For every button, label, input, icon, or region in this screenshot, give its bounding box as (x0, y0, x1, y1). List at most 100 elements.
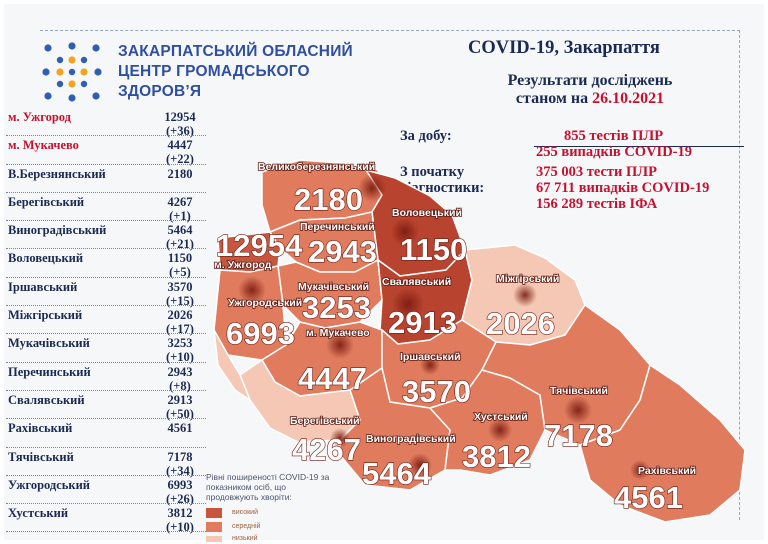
subtitle-prefix: станом на (515, 90, 589, 107)
legend-swatch-medium (206, 522, 222, 532)
region-value: 4447 (298, 361, 367, 396)
district-name: м. Мукачево (8, 138, 79, 153)
subtitle-line-1: Результати досліджень (507, 72, 673, 89)
district-values: 2943 (+8) (160, 365, 200, 393)
divider-right (739, 30, 740, 520)
district-list: м. Ужгород 12954 (+36) м. Мукачево 4447 (+22)… (6, 108, 206, 534)
legend-swatch-high (206, 508, 222, 518)
total-ifa: 156 289 тестів ІФА (536, 196, 658, 212)
district-name: Хустський (8, 506, 69, 521)
daily-tests: 855 тестів ПЛР (564, 128, 664, 144)
district-name: Воловецький (8, 251, 84, 266)
district-total: 5464 (167, 223, 193, 238)
region-label: м. Мукачево (306, 327, 370, 339)
region-label: Іршавський (400, 351, 461, 363)
district-row: Міжгірський 2026 (+17) (6, 306, 206, 337)
region-value: 3570 (402, 374, 471, 409)
row-divider (6, 135, 206, 137)
district-row: Берегівський 4267 (+1) (6, 193, 206, 223)
district-delta: (+17) (166, 322, 194, 337)
district-name: Перечинський (8, 364, 91, 379)
district-values: 3570 (+15) (160, 280, 200, 308)
district-name: Берегівський (8, 194, 85, 209)
district-row: Хустський 3812 (+10) (6, 504, 206, 534)
row-divider (6, 531, 206, 533)
row-divider (6, 163, 206, 165)
region-value: 3253 (302, 290, 371, 325)
district-values: 3812 (+10) (160, 506, 200, 534)
subtitle-line-2: станом на 26.10.2021 (480, 90, 700, 108)
district-row: Мукачівський 3253 (+10) (6, 334, 206, 364)
district-delta: (+15) (166, 293, 194, 308)
district-total: 4561 (167, 421, 193, 436)
row-divider (6, 474, 206, 476)
district-total: 2943 (167, 364, 193, 379)
district-delta: (+22) (166, 152, 194, 167)
district-delta: (+5) (169, 265, 191, 280)
district-row: м. Мукачево 4447 (+22) (6, 136, 206, 166)
region-label: Рахівський (638, 465, 696, 477)
region-value: 3812 (462, 439, 531, 474)
region-label: Хустський (474, 411, 528, 423)
district-row: Свалявський 2913 (+50) (6, 391, 206, 421)
district-delta: (+10) (166, 520, 194, 535)
district-row: Тячівський 7178 (+34) (6, 448, 206, 478)
row-divider (6, 220, 206, 222)
district-row: Виноградівський 5464 (+21) (6, 221, 206, 251)
district-name: Ужгородський (8, 477, 90, 492)
logo-icon (42, 42, 102, 102)
district-row: В.Березнянський 2180 (6, 165, 206, 193)
org-line-3: ЗДОРОВ’Я (118, 83, 202, 100)
region-value: 7178 (544, 418, 613, 453)
district-delta: (+1) (169, 208, 191, 223)
district-name: Міжгірський (8, 308, 83, 323)
row-divider (6, 333, 206, 335)
district-total: 2026 (167, 308, 193, 323)
district-delta: (+34) (166, 463, 194, 478)
divider-top (40, 30, 740, 31)
total-label-1: З початку (400, 164, 465, 180)
district-total: 2913 (167, 392, 193, 407)
district-row: Рахівський 4561 (6, 419, 206, 448)
row-divider (6, 305, 206, 307)
region-label: Тячівський (550, 385, 608, 397)
row-divider (6, 361, 206, 363)
district-delta: (+36) (166, 124, 194, 138)
row-divider (6, 276, 206, 278)
district-name: Виноградівський (8, 223, 107, 238)
district-total: 4447 (167, 138, 193, 153)
district-name: Рахівський (8, 421, 73, 436)
district-delta: (+26) (166, 491, 194, 506)
daily-label: За добу: (400, 128, 452, 144)
region-value: 2026 (486, 306, 555, 341)
district-total: 2180 (167, 166, 193, 181)
region-label: Воловецький (392, 207, 462, 219)
district-values: 4447 (+22) (160, 138, 200, 166)
district-name: Іршавський (8, 279, 78, 294)
district-total: 12954 (164, 110, 196, 124)
row-divider (6, 248, 206, 250)
region-value: 4561 (614, 480, 683, 515)
district-row: Іршавський 3570 (+15) (6, 278, 206, 308)
page-title: COVID-19, Закарпаття (468, 38, 660, 58)
legend-text: Рівні поширеності COVID-19 за показником… (206, 472, 330, 502)
region-west-strip (213, 329, 251, 401)
district-row: м. Ужгород 12954 (+36) (6, 108, 206, 138)
organization-name: ЗАКАРПАТСЬКИЙ ОБЛАСНИЙ ЦЕНТР ГРОМАДСЬКОГ… (118, 42, 353, 102)
region-value: 2943 (308, 234, 377, 269)
district-total: 4267 (167, 194, 193, 209)
district-row: Воловецький 1150 (+5) (6, 249, 206, 279)
region-label: Виноградівський (366, 433, 456, 445)
district-values: 1150 (+5) (160, 251, 200, 279)
district-row: Ужгородський 6993 (+26) (6, 476, 206, 506)
district-delta: (+8) (169, 378, 191, 393)
legend-label-low: низький (232, 535, 258, 542)
stats-divider (534, 146, 744, 147)
org-line-2: ЦЕНТР ГРОМАДСЬКОГО (118, 63, 310, 80)
region-value: 1150 (400, 232, 467, 267)
district-delta: (+50) (166, 406, 194, 421)
district-values: 7178 (+34) (160, 450, 200, 478)
district-total: 6993 (167, 477, 193, 492)
